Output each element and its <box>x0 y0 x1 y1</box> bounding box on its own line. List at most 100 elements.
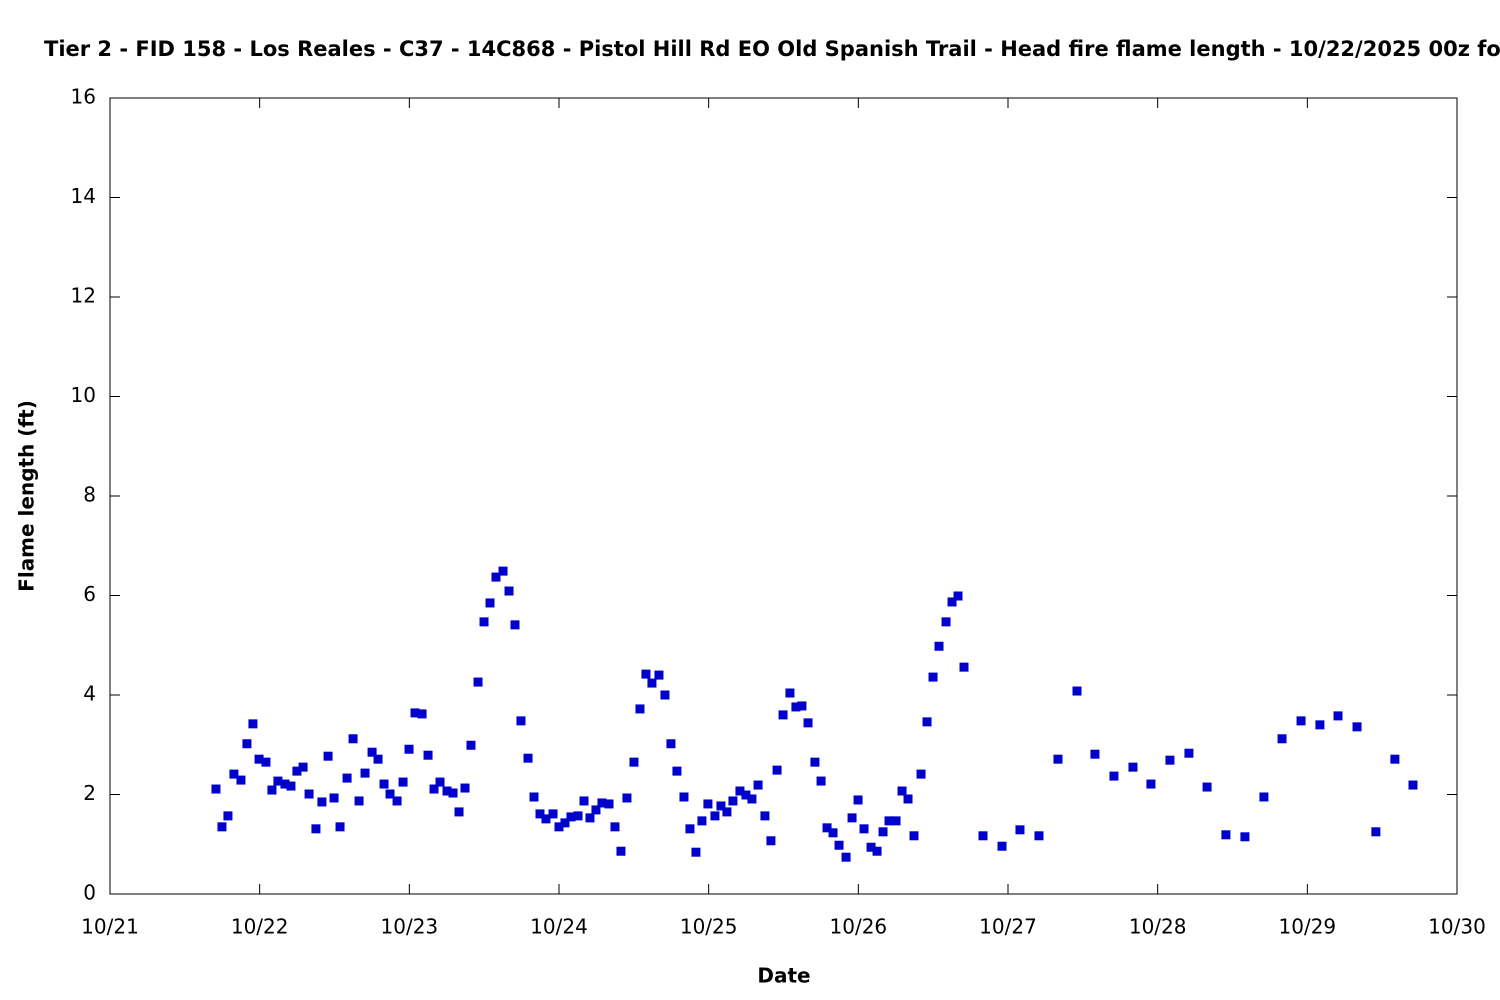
point <box>217 822 227 832</box>
y-tick-label: 6 <box>83 582 96 606</box>
x-tick-label: 10/26 <box>830 915 888 939</box>
point <box>884 816 894 826</box>
point <box>585 813 595 823</box>
point <box>647 678 657 688</box>
point <box>304 789 314 799</box>
point <box>616 846 626 856</box>
point <box>504 586 514 596</box>
point <box>1333 711 1343 721</box>
point <box>847 813 857 823</box>
point <box>1053 754 1063 764</box>
point <box>1015 825 1025 835</box>
point <box>922 717 932 727</box>
point <box>579 796 589 806</box>
point <box>685 824 695 834</box>
point <box>223 811 233 821</box>
point <box>666 739 676 749</box>
point <box>916 769 926 779</box>
point <box>629 757 639 767</box>
point <box>1072 686 1082 696</box>
point <box>248 719 258 729</box>
point <box>473 677 483 687</box>
point <box>229 769 239 779</box>
point <box>286 781 296 791</box>
point <box>591 805 601 815</box>
point <box>323 751 333 761</box>
point <box>1109 771 1119 781</box>
point <box>1034 831 1044 841</box>
y-tick-label: 8 <box>83 483 96 507</box>
point <box>317 797 327 807</box>
point <box>816 776 826 786</box>
x-tick-label: 10/21 <box>81 915 139 939</box>
point <box>941 617 951 627</box>
point <box>903 794 913 804</box>
point <box>679 792 689 802</box>
point <box>254 754 264 764</box>
y-tick-label: 2 <box>83 781 96 805</box>
point <box>828 828 838 838</box>
point <box>760 811 770 821</box>
point <box>841 852 851 862</box>
point <box>367 747 377 757</box>
point <box>1202 782 1212 792</box>
point <box>872 846 882 856</box>
point <box>1296 716 1306 726</box>
point <box>1090 749 1100 759</box>
point <box>947 597 957 607</box>
point <box>635 704 645 714</box>
point <box>778 710 788 720</box>
point <box>523 753 533 763</box>
point <box>442 786 452 796</box>
point <box>716 801 726 811</box>
point <box>741 790 751 800</box>
point <box>1371 827 1381 837</box>
point <box>597 798 607 808</box>
point <box>722 807 732 817</box>
y-tick-label: 12 <box>71 284 96 308</box>
y-tick-label: 0 <box>83 881 96 905</box>
point <box>1240 832 1250 842</box>
plot-frame <box>109 97 1458 895</box>
point <box>435 777 445 787</box>
x-axis-title: Date <box>757 964 810 988</box>
point <box>660 690 670 700</box>
point <box>822 823 832 833</box>
point <box>404 744 414 754</box>
point <box>573 811 583 821</box>
point <box>429 784 439 794</box>
point <box>292 766 302 776</box>
point <box>354 796 364 806</box>
point <box>622 793 632 803</box>
point <box>753 780 763 790</box>
point <box>897 786 907 796</box>
point <box>1146 779 1156 789</box>
point <box>978 831 988 841</box>
point <box>747 794 757 804</box>
point <box>1184 748 1194 758</box>
point <box>891 816 901 826</box>
x-tick-label: 10/25 <box>680 915 738 939</box>
point <box>535 809 545 819</box>
point <box>1408 780 1418 790</box>
point <box>672 766 682 776</box>
point <box>385 789 395 799</box>
point <box>329 793 339 803</box>
point <box>641 669 651 679</box>
point <box>703 799 713 809</box>
point <box>766 836 776 846</box>
point <box>360 768 370 778</box>
point <box>797 701 807 711</box>
point <box>273 776 283 786</box>
point <box>934 641 944 651</box>
point <box>392 796 402 806</box>
point <box>691 847 701 857</box>
point <box>697 816 707 826</box>
point <box>398 777 408 787</box>
point <box>373 754 383 764</box>
x-tick-label: 10/30 <box>1428 915 1486 939</box>
point <box>541 814 551 824</box>
x-tick-label: 10/29 <box>1279 915 1337 939</box>
